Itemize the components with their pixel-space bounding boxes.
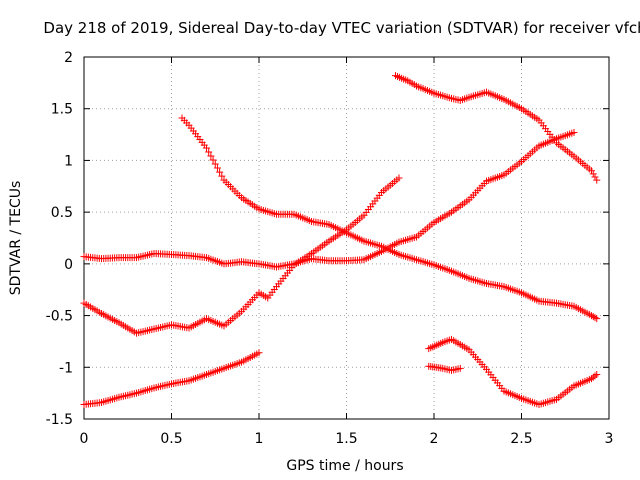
data-point [593, 371, 601, 379]
chart-title: Day 218 of 2019, Sidereal Day-to-day VTE… [43, 19, 640, 37]
x-tick-label: 1.5 [335, 431, 357, 447]
data-point [216, 168, 224, 176]
data-point [209, 156, 217, 164]
axis-ticks [83, 56, 610, 420]
x-tick-label: 0.5 [160, 431, 182, 447]
data-point [456, 364, 464, 372]
data-point [203, 144, 210, 152]
y-tick-label: 1 [64, 153, 73, 169]
x-tick-labels: 0 0.5 1 1.5 2 2.5 3 [80, 431, 614, 447]
data-point [589, 170, 597, 178]
y-tick-labels: -1.5 -1 -0.5 0 0.5 1 1.5 2 [46, 50, 73, 428]
y-tick-label: -1 [59, 360, 73, 376]
y-tick-label: 0.5 [51, 205, 73, 221]
series-sat-f [425, 335, 601, 409]
grid-lines [84, 57, 609, 419]
x-tick-label: 0 [80, 431, 89, 447]
data-point [593, 315, 601, 323]
data-point [395, 174, 403, 182]
series-sat-c [80, 129, 578, 271]
data-point [213, 164, 221, 172]
data-point [218, 172, 226, 180]
data-point [211, 160, 219, 168]
data-point [591, 173, 599, 181]
x-tick-label: 2 [430, 431, 439, 447]
series-sat-g [425, 362, 464, 374]
y-tick-label: 2 [64, 50, 73, 66]
data-marks [80, 72, 601, 409]
x-tick-label: 3 [605, 431, 614, 447]
y-tick-label: -1.5 [46, 412, 73, 428]
x-axis-label: GPS time / hours [286, 458, 403, 474]
data-point [570, 129, 578, 137]
x-tick-label: 2.5 [510, 431, 532, 447]
y-tick-label: 1.5 [51, 102, 73, 118]
y-axis-label: SDTVAR / TECUs [8, 181, 24, 296]
y-tick-label: 0 [64, 257, 73, 273]
data-point [255, 349, 263, 357]
data-point [588, 167, 595, 175]
data-point [207, 152, 215, 160]
y-tick-label: -0.5 [46, 309, 73, 325]
data-point [591, 372, 599, 380]
data-point [591, 314, 599, 322]
data-point [205, 148, 213, 156]
series-sat-e [392, 72, 601, 184]
series-sat-a [80, 349, 263, 409]
x-tick-label: 1 [255, 431, 264, 447]
data-point [593, 176, 601, 184]
series-sat-b [80, 174, 403, 337]
series-sat-d [178, 114, 601, 323]
